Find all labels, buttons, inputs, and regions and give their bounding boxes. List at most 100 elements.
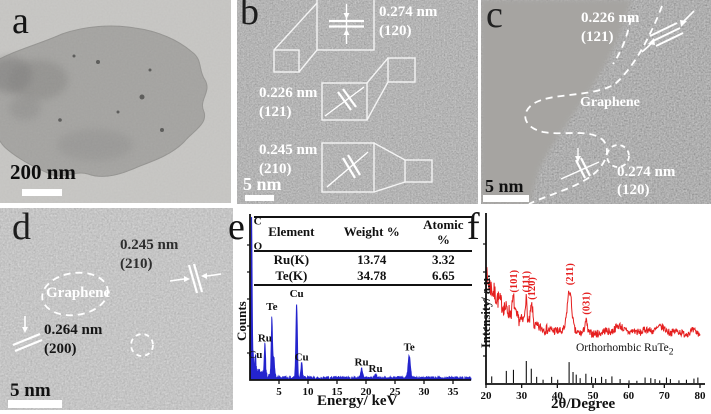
element-cell: Te(K) [275,267,308,283]
atomic-cell: 3.32 [431,251,455,267]
arrow-right [184,276,190,282]
xrd-peak-hkl-label: (031) [581,292,592,315]
miller-index: (120) [379,23,412,39]
d-spacing-value: 0.226 nm [259,85,318,101]
peak-element-label: Ru [258,333,272,345]
d-spacing-value: 0.264 nm [44,322,103,338]
panel-letter-a: a [12,0,29,42]
source-box-top [273,49,300,73]
scale-bar-label-b: 5 nm [243,174,282,194]
panel-a-tem-image: a 200 nm [0,0,231,203]
eds-y-axis-label: Counts [237,301,249,341]
x-tick-label: 30 [419,386,431,398]
table-row: Ru(K) 13.74 3.32 [254,251,472,268]
lattice-fringe-marker-top [329,4,364,44]
panel-letter-b: b [240,0,259,33]
panel-letter-d: d [12,208,31,248]
panel-d-annotation-graphics [12,263,222,357]
xrd-x-axis-label: 2θ/Degree [551,396,616,412]
peak-element-label: Te [266,301,277,313]
xrd-plot-svg: 20 30 40 50 60 70 80 (101) (111)(120) (211) (031) [481,213,707,402]
xrd-y-axis-label: Intensity/ a.u. [481,274,493,348]
x-tick-label: 30 [516,390,528,402]
lattice-fringe-marker-middle [324,86,365,117]
xrd-peak-hkl-label: (101) [509,269,520,292]
scale-bar-c [483,195,529,202]
d-spacing-value: 0.274 nm [379,4,438,20]
col-header-element: Element [254,217,329,252]
x-tick-label: 50 [588,390,600,402]
miller-index: (121) [581,29,614,45]
arrow-down [22,327,28,333]
eds-axes [249,214,471,381]
lattice-fringe-marker-bottom [560,148,600,180]
peak-element-label: Cu [248,349,262,361]
vacuum-region [481,0,631,204]
lattice-annotation: 0.245 nm (210) [259,141,317,179]
phase-subscript: 2 [668,346,674,358]
lattice-fringe-marker-bottom [326,151,369,188]
tem-noise-texture [0,0,231,203]
panel-letter-e: e [228,206,245,248]
x-tick-label: 80 [695,390,707,402]
panel-letter-f: f [467,206,480,248]
graphene-dashed-ellipse [41,271,109,317]
arrow-up [343,29,350,35]
x-tick-label: 25 [390,386,402,398]
panel-letter-c: c [486,0,503,36]
table-header-row: Element Weight % Atomic % [254,217,472,252]
peak-element-label: Ru [369,363,383,375]
lattice-annotation: 0.274 nm (120) [379,3,437,41]
miller-index: (200) [44,341,77,357]
lattice-annotation: 0.226 nm (121) [581,9,639,47]
col-header-atomic: Atomic % [414,217,472,252]
arrow-up-right [648,38,655,45]
miller-index: (121) [259,104,292,120]
x-tick-label: 70 [659,390,671,402]
peak-element-label: Cu [290,288,304,300]
x-tick-label: 35 [448,386,460,398]
lattice-fringe-marker-topright [641,10,695,53]
inset-boxes [273,0,433,193]
x-tick-label: 15 [332,386,344,398]
panel-c-hrtem-image: c 0.226 nm (121) Graphene 0.274 nm (120)… [481,0,711,204]
lattice-annotation: 0.264 nm (200) [44,321,102,359]
peak-element-label: Ru [355,356,369,368]
graphene-dashed-boundary [524,5,663,204]
x-tick-label: 60 [623,390,635,402]
xrd-peak-hkl-label: (211) [565,263,576,286]
xrd-peak-hkl-label: (111) [521,270,532,292]
d-spacing-value: 0.245 nm [259,142,318,158]
scale-bar-a [22,189,62,196]
xrd-peak-hkl-label: (120) [527,277,538,300]
hrtem-noise-c [481,0,711,204]
arrow-down-left [680,20,687,27]
miller-index: (210) [120,256,153,272]
lattice-annotation: 0.274 nm (120) [617,163,675,199]
phase-name: Orthorhombic RuTe [576,342,669,354]
scale-bar-label-c: 5 nm [485,176,524,196]
x-tick-label: 40 [552,390,564,402]
miller-index: (120) [617,182,650,198]
panel-b-annotation-graphics [273,0,433,193]
xrd-curve [485,267,701,338]
miller-index: (210) [259,161,292,177]
element-cell: Ru(K) [273,251,310,267]
d-spacing-value: 0.226 nm [581,10,640,26]
scale-bar-label-a: 200 nm [10,160,76,184]
d-spacing-value: 0.274 nm [617,164,676,180]
x-tick-label: 20 [361,386,373,398]
d-spacing-value: 0.245 nm [120,237,179,253]
reference-phase-label: Orthorhombic RuTe2 [576,342,674,357]
eds-spectrum-curve [249,216,472,381]
peak-element-label: Te [404,342,415,354]
weight-cell: 34.78 [357,267,387,283]
weight-cell: 13.74 [357,251,387,267]
tem-flake-graphic [0,0,231,203]
arrow-left [201,273,207,279]
lattice-annotation: 0.245 nm (210) [120,236,178,274]
lattice-fringe-marker-right [169,263,222,294]
inset-box-middle [321,82,368,121]
graphene-label: Graphene [580,95,640,110]
